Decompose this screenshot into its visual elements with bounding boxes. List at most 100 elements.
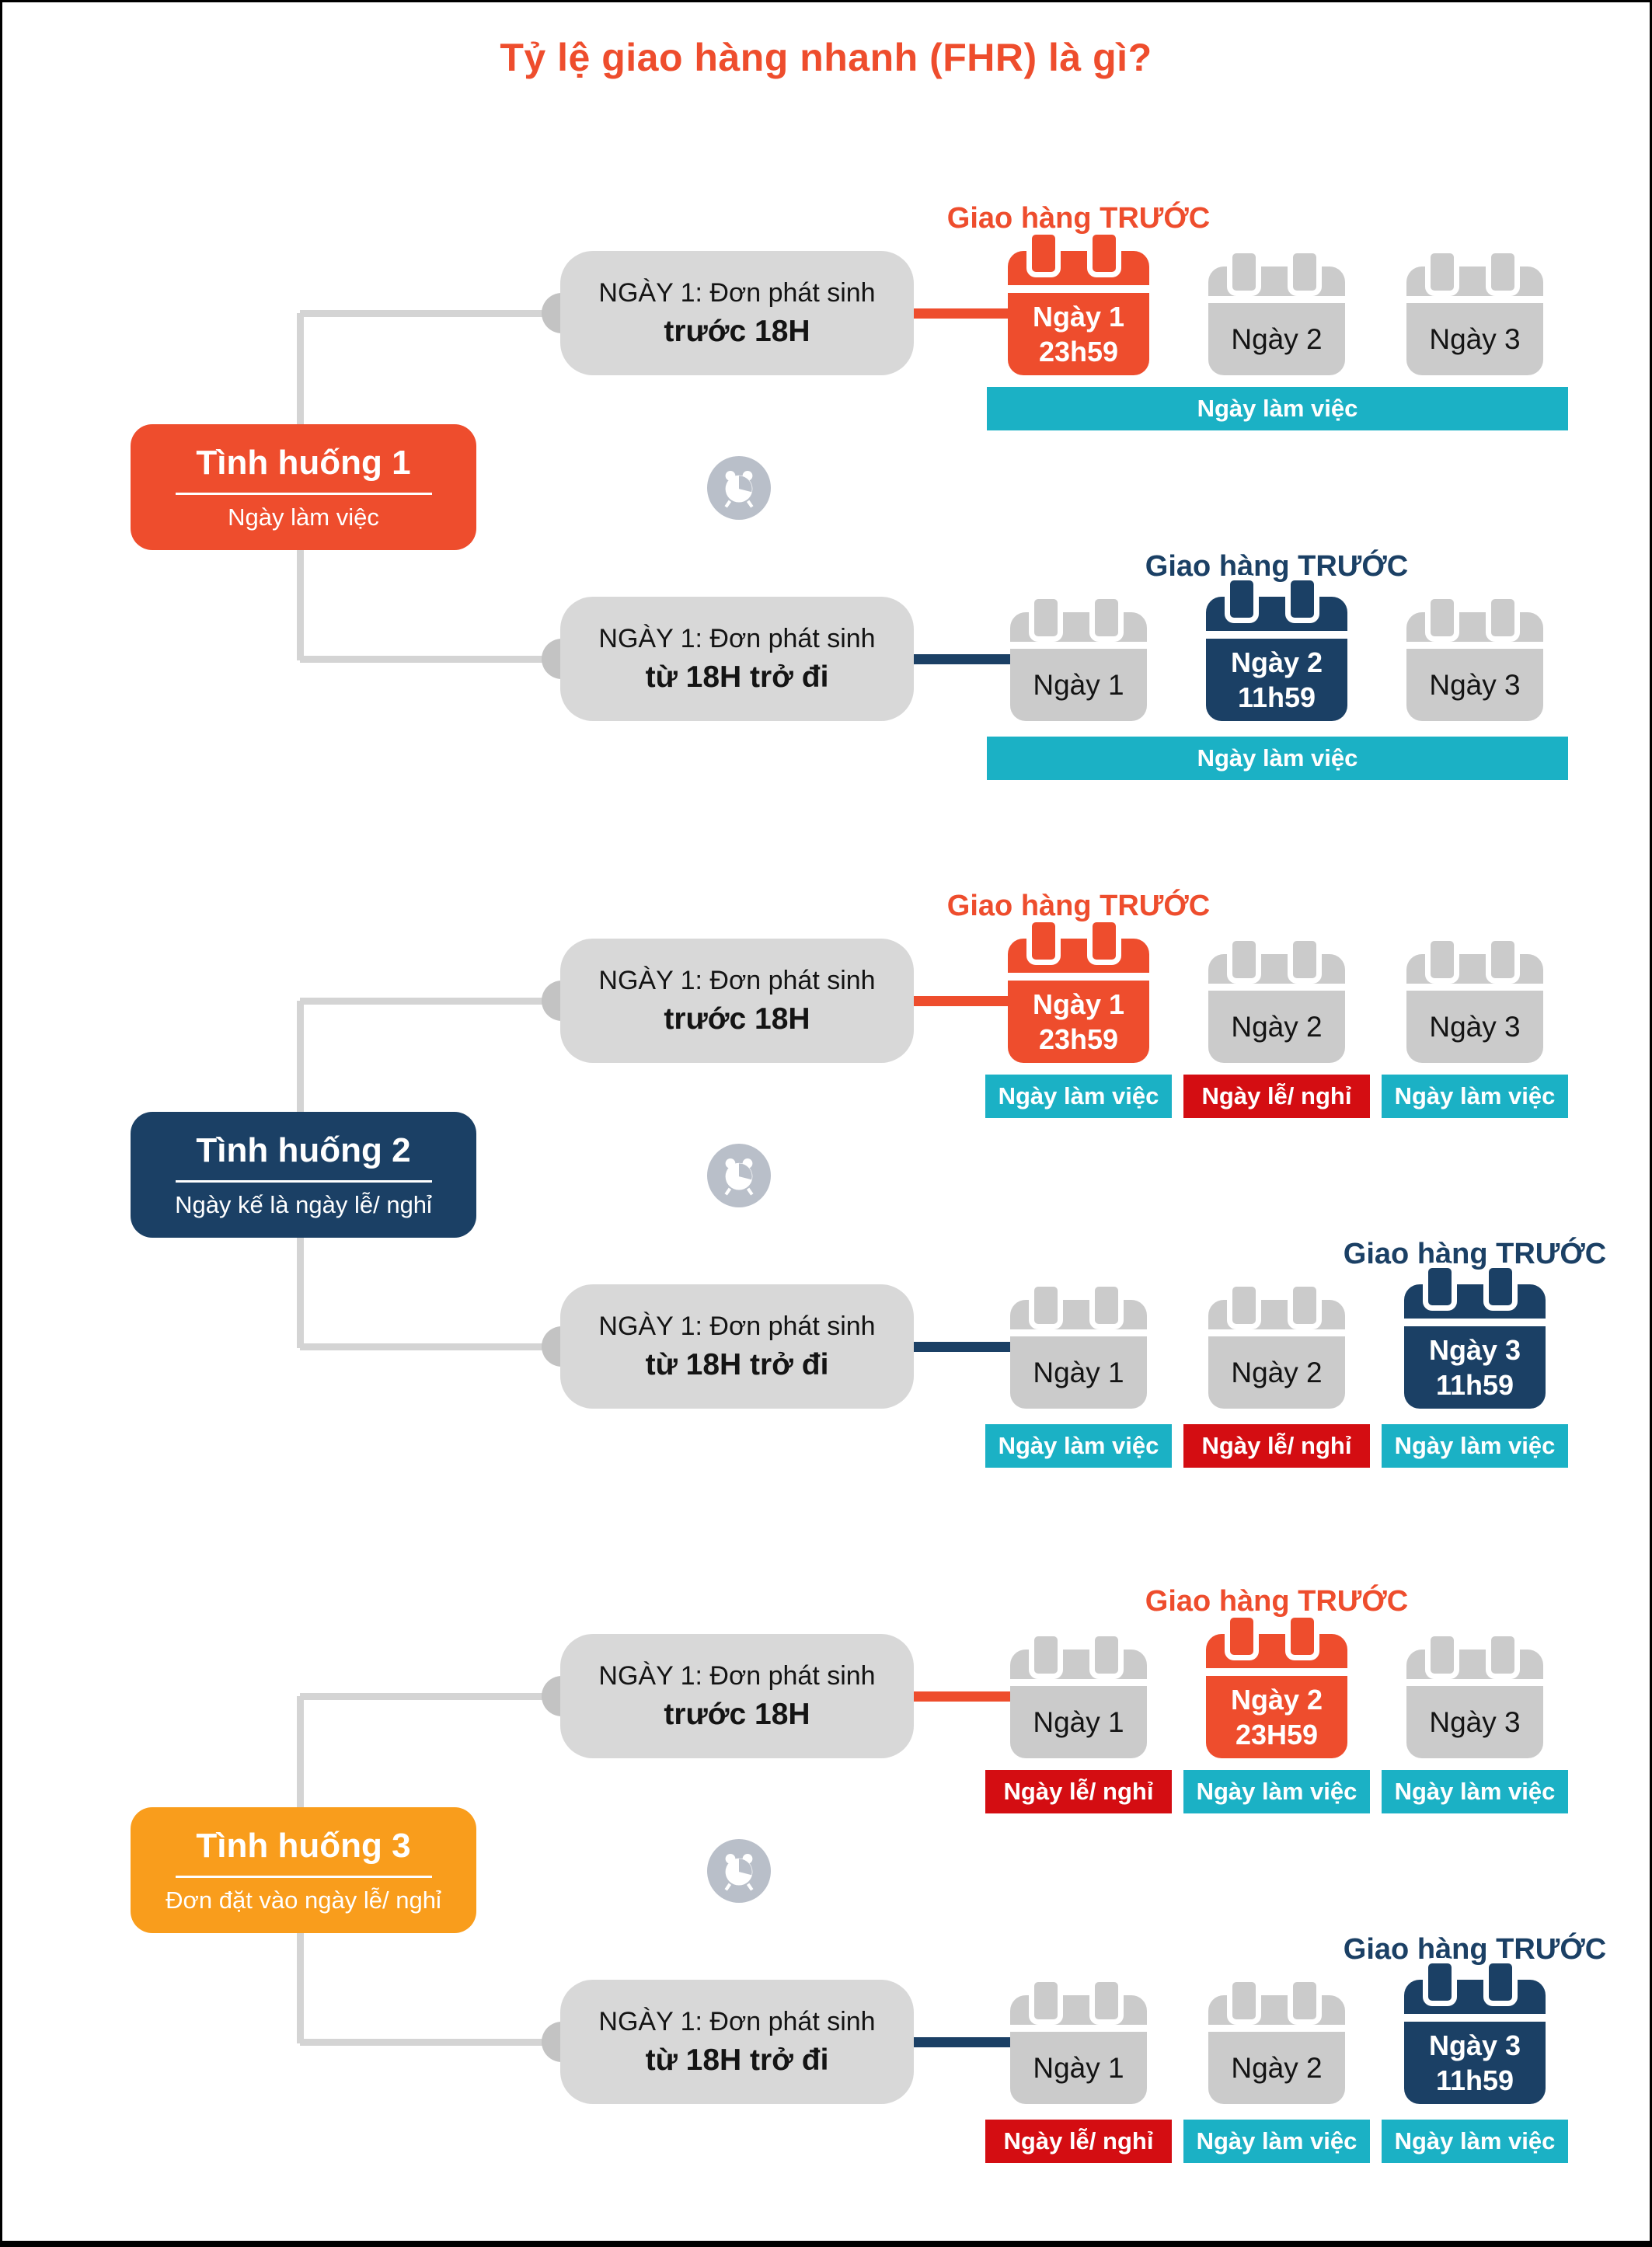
calendar-stripe [1208,2025,1345,2032]
calendar-day-label: Ngày 1 [1033,2051,1124,2084]
calendar-icon: Ngày 3 [1406,1631,1543,1758]
day-type-bar: Ngày làm việc [987,387,1568,430]
calendar-icon: Ngày 3 [1406,594,1543,721]
day-type-bar: Ngày làm việc [1183,2120,1370,2163]
day-type-bar: Ngày lễ/ nghỉ [1183,1075,1370,1118]
calendar-stripe [1208,984,1345,991]
calendar-day-label: Ngày 1 [1033,668,1124,701]
scenario-3-section: Giao hàng TRƯỚC NGÀY 1: Đơn phát sinh tr… [2,1583,1650,2174]
connector-line [300,656,564,663]
calendar-ring-icon [1423,1263,1457,1311]
order-branch-box: NGÀY 1: Đơn phát sinh trước 18H [560,251,914,375]
calendar-day-label: Ngày 3 [1429,668,1521,701]
calendar-day-label: Ngày 3 [1429,1010,1521,1043]
calendar-ring-icon [1425,1631,1459,1679]
calendar-day-label: Ngày 2 [1231,2051,1323,2084]
connector-line [300,1343,564,1350]
calendar-day-label: Ngày 3 [1429,322,1521,355]
calendar-stripe [1208,1329,1345,1336]
calendar-day-label: Ngày 2 [1231,1356,1323,1388]
branch-line-2: từ 18H trở đi [645,660,829,694]
scenario-subtitle: Ngày làm việc [228,503,379,531]
calendar-ring-icon [1486,248,1520,296]
calendar-ring-icon [1225,575,1259,623]
calendar-ring-icon [1089,1977,1124,2025]
calendar-ring-icon [1029,594,1063,642]
day-type-bar: Ngày làm việc [1382,1075,1568,1118]
calendar-day-label: Ngày 3 [1429,1705,1521,1738]
scenario-title: Tình huống 3 [196,1826,411,1865]
branch-line-2: trước 18H [664,314,810,348]
day-type-bar: Ngày làm việc [987,737,1568,780]
calendar-ring-icon [1423,1958,1457,2006]
scenario-box: Tình huống 1 Ngày làm việc [131,424,476,550]
branch-line-1: NGÀY 1: Đơn phát sinh [598,2006,876,2036]
calendar-ring-icon [1483,1958,1518,2006]
branch-line-1: NGÀY 1: Đơn phát sinh [598,1311,876,1341]
calendar-ring-icon [1029,1977,1063,2025]
calendar-ring-icon [1026,229,1061,277]
calendar-icon: Ngày 1 23h59 [1008,229,1149,375]
calendar-stripe [1208,296,1345,303]
connector-line [300,998,564,1005]
calendar-icon: Ngày 3 [1406,935,1543,1063]
calendar-stripe [1404,2014,1546,2022]
calendar-ring-icon [1425,935,1459,984]
calendar-ring-icon [1087,229,1121,277]
calendar-day-label: Ngày 3 11h59 [1428,1334,1521,1401]
calendar-stripe [1406,642,1543,649]
calendar-stripe [1010,2025,1147,2032]
day-type-bar: Ngày làm việc [1382,2120,1568,2163]
connector-line [300,2039,564,2046]
calendar-icon: Ngày 2 11h59 [1206,575,1347,721]
calendar-icon: Ngày 3 11h59 [1404,1263,1546,1409]
calendar-day-label: Ngày 3 11h59 [1428,2029,1521,2096]
calendar-ring-icon [1087,917,1121,965]
alarm-clock-icon [707,456,771,520]
delivery-before-header: Giao hàng TRƯỚC [1343,1933,1607,1966]
calendar-icon: Ngày 1 [1010,1281,1147,1409]
calendar-day-label: Ngày 1 23h59 [1032,988,1125,1055]
calendar-ring-icon [1285,1612,1319,1660]
calendar-day-label: Ngày 2 23H59 [1230,1684,1323,1751]
calendar-day-label: Ngày 1 [1033,1356,1124,1388]
scenario-box: Tình huống 3 Đơn đặt vào ngày lễ/ nghỉ [131,1807,476,1933]
day-type-bar: Ngày lễ/ nghỉ [1183,1424,1370,1468]
connector-line [907,1691,1014,1702]
calendar-icon: Ngày 2 [1208,1281,1345,1409]
scenario-1-section: Giao hàng TRƯỚC NGÀY 1: Đơn phát sinh tr… [2,200,1650,791]
calendar-ring-icon [1029,1631,1063,1679]
calendar-ring-icon [1425,594,1459,642]
connector-line [907,308,1014,319]
scenario-title: Tình huống 1 [196,443,411,482]
day-type-bar: Ngày làm việc [985,1424,1172,1468]
calendar-ring-icon [1029,1281,1063,1329]
calendar-stripe [1010,642,1147,649]
calendar-icon: Ngày 2 [1208,935,1345,1063]
calendar-stripe [1010,1329,1147,1336]
calendar-ring-icon [1425,248,1459,296]
divider [175,1179,432,1183]
calendar-ring-icon [1089,1631,1124,1679]
calendar-ring-icon [1288,1281,1322,1329]
calendar-icon: Ngày 3 [1406,248,1543,375]
connector-line [907,996,1014,1006]
branch-line-1: NGÀY 1: Đơn phát sinh [598,623,876,653]
scenario-subtitle: Đơn đặt vào ngày lễ/ nghỉ [166,1886,441,1914]
divider [175,1875,432,1878]
branch-line-2: trước 18H [664,1697,810,1731]
calendar-icon: Ngày 1 23h59 [1008,917,1149,1063]
calendar-icon: Ngày 2 [1208,1977,1345,2104]
day-type-bar: Ngày làm việc [985,1075,1172,1118]
calendar-day-label: Ngày 2 [1231,1010,1323,1043]
calendar-stripe [1206,631,1347,639]
order-branch-box: NGÀY 1: Đơn phát sinh trước 18H [560,1634,914,1758]
calendar-ring-icon [1227,248,1261,296]
order-branch-box: NGÀY 1: Đơn phát sinh từ 18H trở đi [560,1284,914,1409]
calendar-stripe [1008,973,1149,981]
calendar-stripe [1404,1319,1546,1326]
calendar-stripe [1206,1668,1347,1676]
day-type-bar: Ngày làm việc [1382,1424,1568,1468]
delivery-before-header: Giao hàng TRƯỚC [1145,1585,1409,1618]
delivery-before-header: Giao hàng TRƯỚC [1145,550,1409,583]
